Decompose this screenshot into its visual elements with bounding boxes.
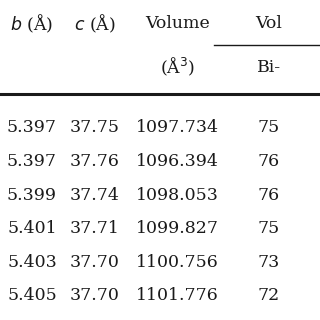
Text: 37.74: 37.74 (69, 187, 119, 204)
Text: 73: 73 (258, 254, 280, 271)
Text: 37.70: 37.70 (69, 254, 119, 271)
Text: (Å$^3$): (Å$^3$) (160, 56, 195, 78)
Text: 72: 72 (258, 287, 280, 305)
Text: $b$ (Å): $b$ (Å) (10, 13, 54, 35)
Text: 1098.053: 1098.053 (136, 187, 219, 204)
Text: 5.397: 5.397 (7, 153, 57, 170)
Text: 1100.756: 1100.756 (136, 254, 219, 271)
Text: 1101.776: 1101.776 (136, 287, 219, 305)
Text: 37.76: 37.76 (69, 153, 119, 170)
Text: 76: 76 (258, 187, 280, 204)
Text: 75: 75 (258, 119, 280, 137)
Text: Volume: Volume (145, 15, 210, 33)
Text: 5.403: 5.403 (7, 254, 57, 271)
Text: 5.401: 5.401 (7, 220, 57, 237)
Text: 75: 75 (258, 220, 280, 237)
Text: 1096.394: 1096.394 (136, 153, 219, 170)
Text: 37.75: 37.75 (69, 119, 119, 137)
Text: Bi-: Bi- (257, 59, 281, 76)
Text: 5.405: 5.405 (7, 287, 57, 305)
Text: $c$ (Å): $c$ (Å) (74, 13, 115, 35)
Text: 1097.734: 1097.734 (136, 119, 219, 137)
Text: 5.399: 5.399 (7, 187, 57, 204)
Text: Vol: Vol (255, 15, 282, 33)
Text: 5.397: 5.397 (7, 119, 57, 137)
Text: 37.71: 37.71 (69, 220, 119, 237)
Text: 76: 76 (258, 153, 280, 170)
Text: 1099.827: 1099.827 (136, 220, 219, 237)
Text: 37.70: 37.70 (69, 287, 119, 305)
